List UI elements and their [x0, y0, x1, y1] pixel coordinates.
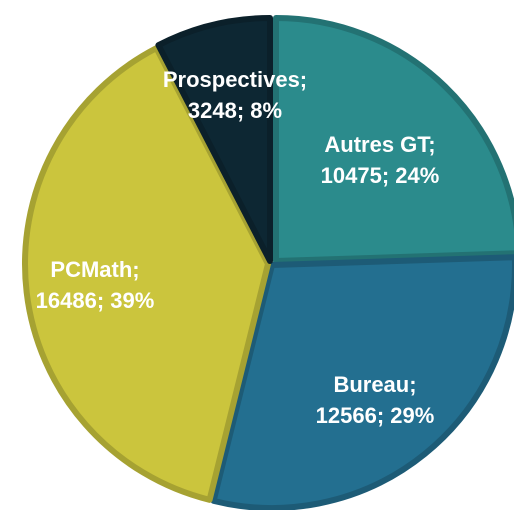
pie-slice [22, 45, 271, 503]
slice-label: Bureau; 12566; 29% [315, 372, 435, 428]
slice-label: Autres GT; 10475; 24% [320, 132, 440, 188]
pie-slice [273, 15, 514, 264]
pie-slice [210, 254, 514, 510]
pie-slice [155, 15, 273, 264]
slice-label: Prospectives; 3248; 8% [162, 67, 308, 123]
slice-label: PCMath; 16486; 39% [35, 257, 155, 313]
